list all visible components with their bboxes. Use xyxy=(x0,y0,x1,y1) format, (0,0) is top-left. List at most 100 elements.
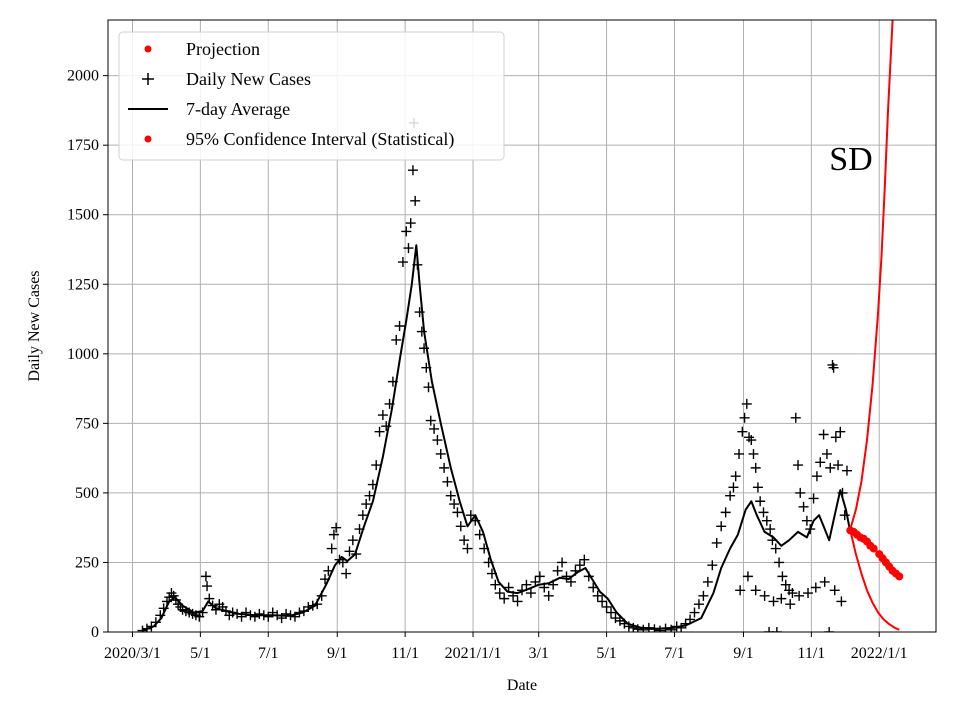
data-point-daily-new-cases xyxy=(655,625,665,632)
data-point-daily-new-cases xyxy=(543,590,554,601)
y-tick-label: 250 xyxy=(75,554,99,571)
data-point-daily-new-cases xyxy=(833,460,844,471)
data-point-daily-new-cases xyxy=(435,448,446,459)
plot-frame xyxy=(107,19,937,633)
series-group xyxy=(137,20,904,632)
data-point-daily-new-cases xyxy=(614,615,625,626)
data-point-daily-new-cases xyxy=(557,557,568,568)
data-point-daily-new-cases xyxy=(765,524,776,535)
data-point-daily-new-cases xyxy=(780,579,791,590)
data-point-daily-new-cases xyxy=(364,490,375,501)
x-tick-label: 7/1 xyxy=(664,645,684,662)
data-point-daily-new-cases xyxy=(798,501,809,512)
data-point-daily-new-cases xyxy=(377,410,388,421)
data-point-daily-new-cases xyxy=(202,581,213,592)
data-point-daily-new-cases xyxy=(821,448,832,459)
data-point-daily-new-cases xyxy=(405,218,416,229)
data-point-daily-new-cases xyxy=(744,432,755,443)
legend-box xyxy=(118,31,505,161)
x-tick-label: 11/1 xyxy=(797,645,825,662)
data-point-daily-new-cases xyxy=(818,429,829,440)
data-point-daily-new-cases xyxy=(150,617,161,628)
data-point-daily-new-cases xyxy=(702,576,713,587)
data-point-daily-new-cases xyxy=(449,499,460,510)
data-point-daily-new-cases xyxy=(836,596,847,607)
data-point-daily-new-cases xyxy=(503,582,514,593)
data-point-daily-new-cases xyxy=(521,579,532,590)
data-point-daily-new-cases xyxy=(442,476,453,487)
data-point-daily-new-cases xyxy=(263,611,274,622)
legend-label: Projection xyxy=(186,39,260,59)
x-tick-label: 9/1 xyxy=(733,645,753,662)
data-point-daily-new-cases xyxy=(326,543,337,554)
data-point-daily-new-cases xyxy=(623,621,634,632)
data-point-projection xyxy=(869,544,878,553)
data-point-daily-new-cases xyxy=(811,471,822,482)
data-point-daily-new-cases xyxy=(425,415,436,426)
data-point-daily-new-cases xyxy=(819,576,830,587)
data-point-daily-new-cases xyxy=(793,460,803,471)
y-tick-label: 1000 xyxy=(67,346,99,363)
data-point-daily-new-cases xyxy=(839,510,850,521)
data-point-daily-new-cases xyxy=(734,448,745,459)
y-tick-label: 2000 xyxy=(67,68,99,85)
data-point-daily-new-cases xyxy=(748,448,759,459)
data-point-daily-new-cases xyxy=(693,599,704,610)
data-point-daily-new-cases xyxy=(137,625,148,632)
data-point-daily-new-cases xyxy=(750,462,761,473)
data-point-daily-new-cases xyxy=(347,535,358,546)
series-line-95-confidence-interval-statistical-lower xyxy=(849,530,900,631)
data-point-daily-new-cases xyxy=(841,465,852,476)
data-point-daily-new-cases xyxy=(423,382,434,393)
data-point-daily-new-cases xyxy=(494,588,505,599)
data-point-daily-new-cases xyxy=(401,226,412,237)
data-point-daily-new-cases xyxy=(803,588,814,599)
x-axis-label: Date xyxy=(507,677,537,694)
data-point-daily-new-cases xyxy=(512,596,523,607)
data-point-daily-new-cases xyxy=(810,582,821,593)
data-point-daily-new-cases xyxy=(758,507,769,518)
data-point-daily-new-cases xyxy=(720,507,731,518)
x-axis: 2020/3/1 5/1 7/1 9/1 11/1 2021/1/1 3/1 5/1 7/1 9/… xyxy=(104,632,908,662)
data-point-daily-new-cases xyxy=(755,496,766,507)
data-point-daily-new-cases xyxy=(759,590,770,601)
data-point-daily-new-cases xyxy=(439,462,450,473)
data-point-daily-new-cases xyxy=(730,471,741,482)
data-point-daily-new-cases xyxy=(374,426,385,437)
data-point-daily-new-cases xyxy=(459,535,470,546)
data-point-daily-new-cases xyxy=(835,426,846,437)
legend-label: 7-day Average xyxy=(186,99,290,119)
data-point-daily-new-cases xyxy=(552,565,563,576)
data-point-daily-new-cases xyxy=(361,499,372,510)
data-point-daily-new-cases xyxy=(698,590,709,601)
data-point-daily-new-cases xyxy=(357,510,368,521)
data-point-daily-new-cases xyxy=(534,571,545,582)
series-line-7-day-average xyxy=(142,244,852,632)
legend: Projection Daily New Cases 7-day Average 95… xyxy=(118,31,505,161)
data-point-daily-new-cases xyxy=(787,588,798,599)
data-point-daily-new-cases xyxy=(254,608,265,619)
data-point-daily-new-cases xyxy=(638,624,649,632)
x-tick-label: 3/1 xyxy=(528,645,548,662)
data-point-daily-new-cases xyxy=(735,585,746,596)
data-point-daily-new-cases xyxy=(815,457,826,468)
data-point-daily-new-cases xyxy=(281,608,292,619)
legend-label: Daily New Cases xyxy=(186,69,311,89)
data-point-daily-new-cases xyxy=(592,590,603,601)
data-point-daily-new-cases xyxy=(432,435,443,446)
data-point-daily-new-cases xyxy=(764,627,775,632)
y-axis: 0 250 500 750 1000 1250 1500 1750 2000 xyxy=(67,68,108,641)
data-point-daily-new-cases xyxy=(777,571,788,582)
data-point-daily-new-cases xyxy=(445,490,456,501)
data-point-daily-new-cases xyxy=(741,398,752,409)
y-tick-label: 1750 xyxy=(67,137,99,154)
series-line-95-confidence-interval-statistical-upper xyxy=(849,20,894,530)
data-point-daily-new-cases xyxy=(579,554,590,565)
data-point-daily-new-cases xyxy=(371,460,382,471)
legend-marker-dot xyxy=(144,45,152,53)
data-point-daily-new-cases xyxy=(828,362,839,373)
data-point-daily-new-cases xyxy=(771,627,782,632)
legend-label: 95% Confidence Interval (Statistical) xyxy=(186,129,454,150)
x-tick-label: 11/1 xyxy=(391,645,419,662)
